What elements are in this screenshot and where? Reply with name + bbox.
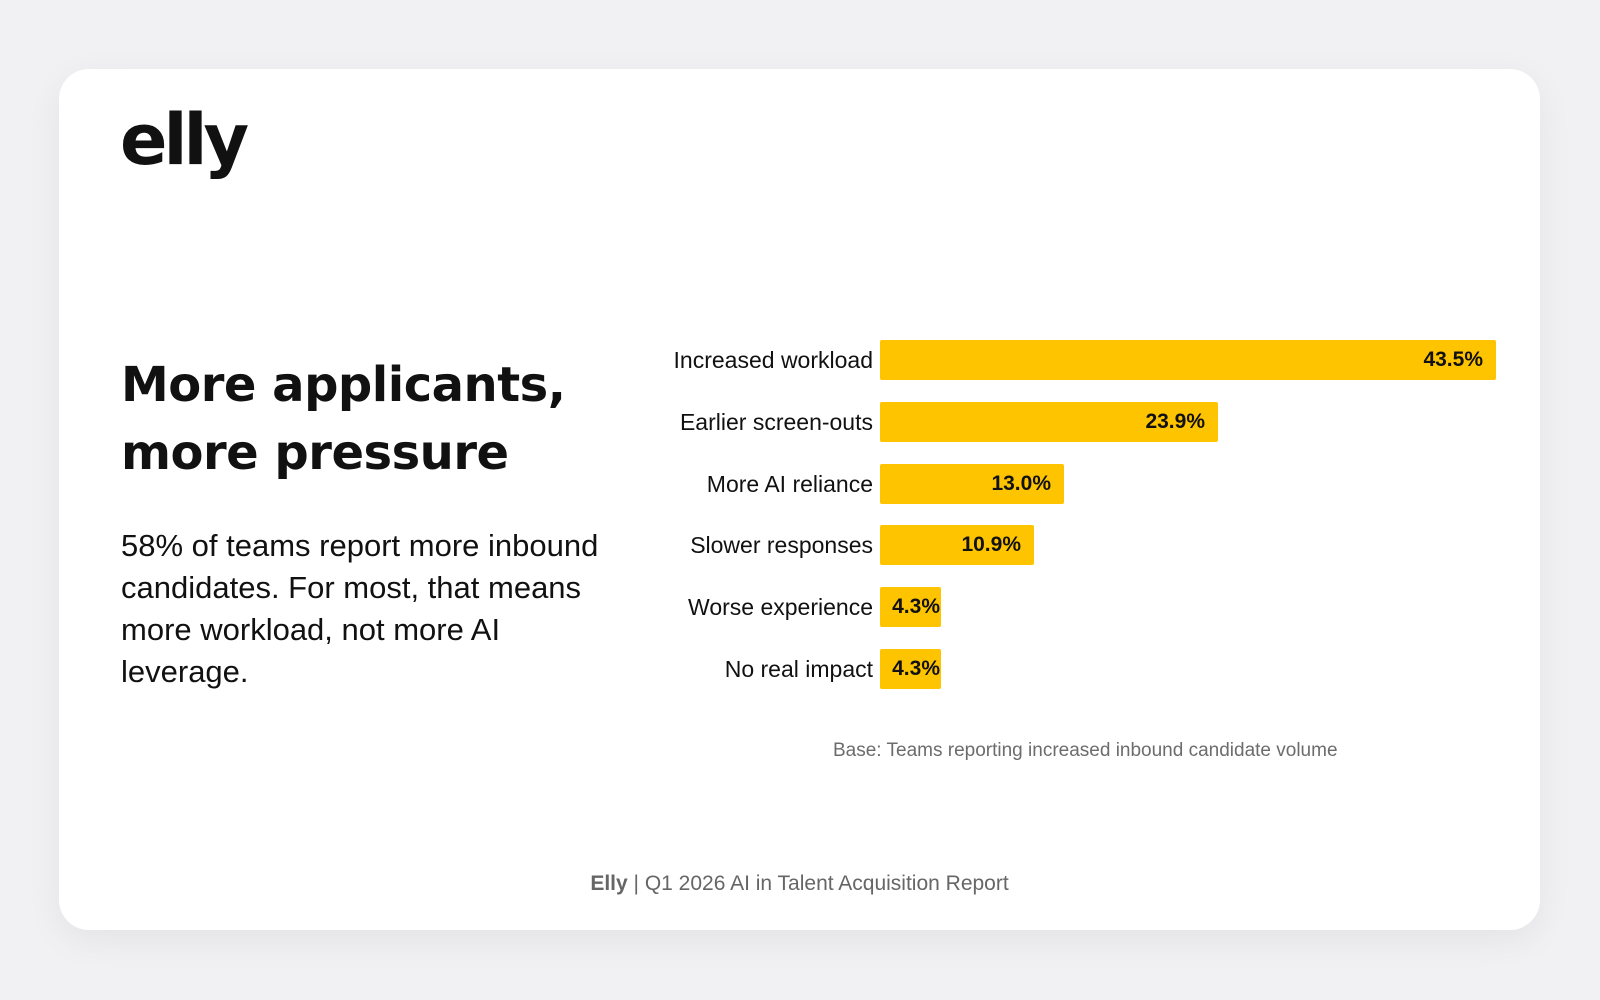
bar <box>880 464 1064 504</box>
bar-chart: Increased workload 43.5% Earlier screen-ou… <box>59 69 1540 930</box>
bar-value-label: 4.3% <box>892 657 940 680</box>
footer-separator: | <box>633 872 639 895</box>
report-card: elly More applicants, more pressure 58% … <box>59 69 1540 930</box>
bar-label: Worse experience <box>688 594 873 620</box>
bar <box>880 525 1034 565</box>
footer-brand: Elly <box>590 872 628 895</box>
bar-label: Earlier screen-outs <box>679 409 873 435</box>
bar-value-label: 13.0% <box>991 472 1051 495</box>
bar-value-label: 4.3% <box>892 595 940 618</box>
footer-report-title: Q1 2026 AI in Talent Acquisition Report <box>644 872 1009 895</box>
headline: More applicants, more pressure <box>121 357 566 481</box>
footer: Elly | Q1 2026 AI in Talent Acquisition … <box>59 871 1540 897</box>
bar-label: More AI reliance <box>706 471 873 497</box>
elly-logo: elly <box>120 99 249 181</box>
bar-label: Slower responses <box>690 532 873 558</box>
bar-value-label: 23.9% <box>1145 410 1205 433</box>
base-note: Base: Teams reporting increased inbound … <box>833 740 1338 761</box>
bar <box>880 402 1218 442</box>
summary-text: 58% of teams report more inbound candida… <box>121 528 599 689</box>
bar <box>880 587 941 627</box>
bar-label: No real impact <box>724 656 873 682</box>
bar <box>880 649 941 689</box>
bar-value-label: 43.5% <box>1423 348 1483 371</box>
bar <box>880 340 1496 380</box>
bar-value-label: 10.9% <box>961 533 1021 556</box>
bar-label: Increased workload <box>673 347 873 373</box>
